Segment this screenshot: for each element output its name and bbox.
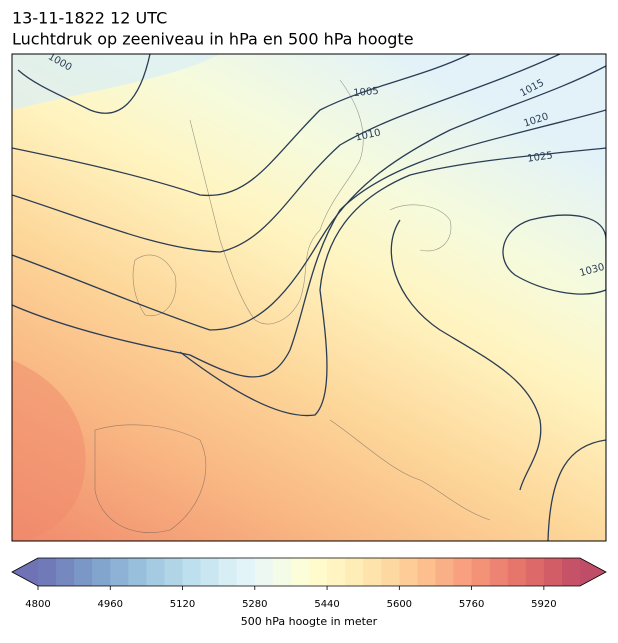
subtitle: Luchtdruk op zeeniveau in hPa en 500 hPa…: [12, 30, 414, 49]
colorbar-segment: [453, 558, 473, 586]
colorbar-tick-label: 5440: [314, 599, 339, 610]
colorbar-segment: [236, 558, 256, 586]
coastline: [94, 424, 207, 533]
colorbar-segment: [200, 558, 220, 586]
colorbar-segment: [254, 558, 274, 586]
colorbar-segment: [38, 558, 57, 586]
isobar: [12, 109, 606, 378]
coastlines: [94, 79, 491, 533]
colorbar-tick-label: 5920: [531, 599, 556, 610]
colorbar-segment: [290, 558, 310, 586]
colorbar-segment: [471, 558, 491, 586]
colorbar-tick-label: 5280: [242, 599, 267, 610]
colorbar-extend-low: [12, 558, 38, 586]
isobar: [547, 439, 606, 541]
colorbar-segment: [525, 558, 545, 586]
colorbar-tick-label: 4960: [98, 599, 123, 610]
height-band: [12, 54, 220, 110]
colorbar-segment: [417, 558, 436, 586]
colorbar-segment: [182, 558, 202, 586]
colorbar-segment: [489, 558, 509, 586]
isobar: [17, 54, 151, 114]
colorbar-segment: [56, 558, 75, 586]
coastline: [189, 79, 364, 325]
isobar: [12, 54, 561, 253]
map-frame: [11, 53, 607, 542]
colorbar-segment: [435, 558, 455, 586]
colorbar-segment: [345, 558, 364, 586]
title: 13-11-1822 12 UTC: [12, 9, 167, 28]
colorbar-outline: [11, 557, 607, 587]
isobar: [502, 214, 606, 295]
colorbar-segment: [399, 558, 418, 586]
colorbar-segment: [146, 558, 165, 586]
colorbar-tick-label: 5760: [459, 599, 484, 610]
colorbar-extend-high: [580, 558, 606, 586]
colorbar-tick-label: 5600: [387, 599, 412, 610]
colorbar-tick-label: 5120: [170, 599, 195, 610]
colorbar-segment: [110, 558, 129, 586]
isobar-label: 1025: [527, 150, 554, 164]
colorbar-segment: [74, 558, 93, 586]
isobar: [12, 65, 606, 331]
colorbar-segment: [218, 558, 238, 586]
colorbar: 4800 4960 5120 5280 5440 5600 5760 5920: [11, 557, 607, 610]
isobar: [12, 54, 471, 197]
height-field: [12, 54, 606, 541]
colorbar-label: 500 hPa hoogte in meter: [241, 615, 378, 628]
colorbar-segment: [363, 558, 382, 586]
coastline: [329, 419, 491, 521]
colorbar-segment: [561, 558, 581, 586]
colorbar-segment: [507, 558, 527, 586]
colorbar-segment: [543, 558, 563, 586]
isobar: [390, 219, 542, 491]
colorbar-segment: [381, 558, 400, 586]
colorbar-tick-label: 4800: [25, 599, 50, 610]
colorbar-segment: [164, 558, 184, 586]
colorbar-segment: [327, 558, 346, 586]
height-band: [12, 360, 86, 541]
colorbar-segment: [128, 558, 147, 586]
isobar-label: 1010: [355, 127, 382, 143]
isobars: [12, 54, 606, 541]
colorbar-segment: [272, 558, 292, 586]
isobar: [179, 147, 606, 417]
coastline: [132, 254, 177, 317]
colorbar-segment: [309, 558, 328, 586]
colorbar-segment: [92, 558, 111, 586]
isobar-label: 1005: [353, 86, 379, 99]
